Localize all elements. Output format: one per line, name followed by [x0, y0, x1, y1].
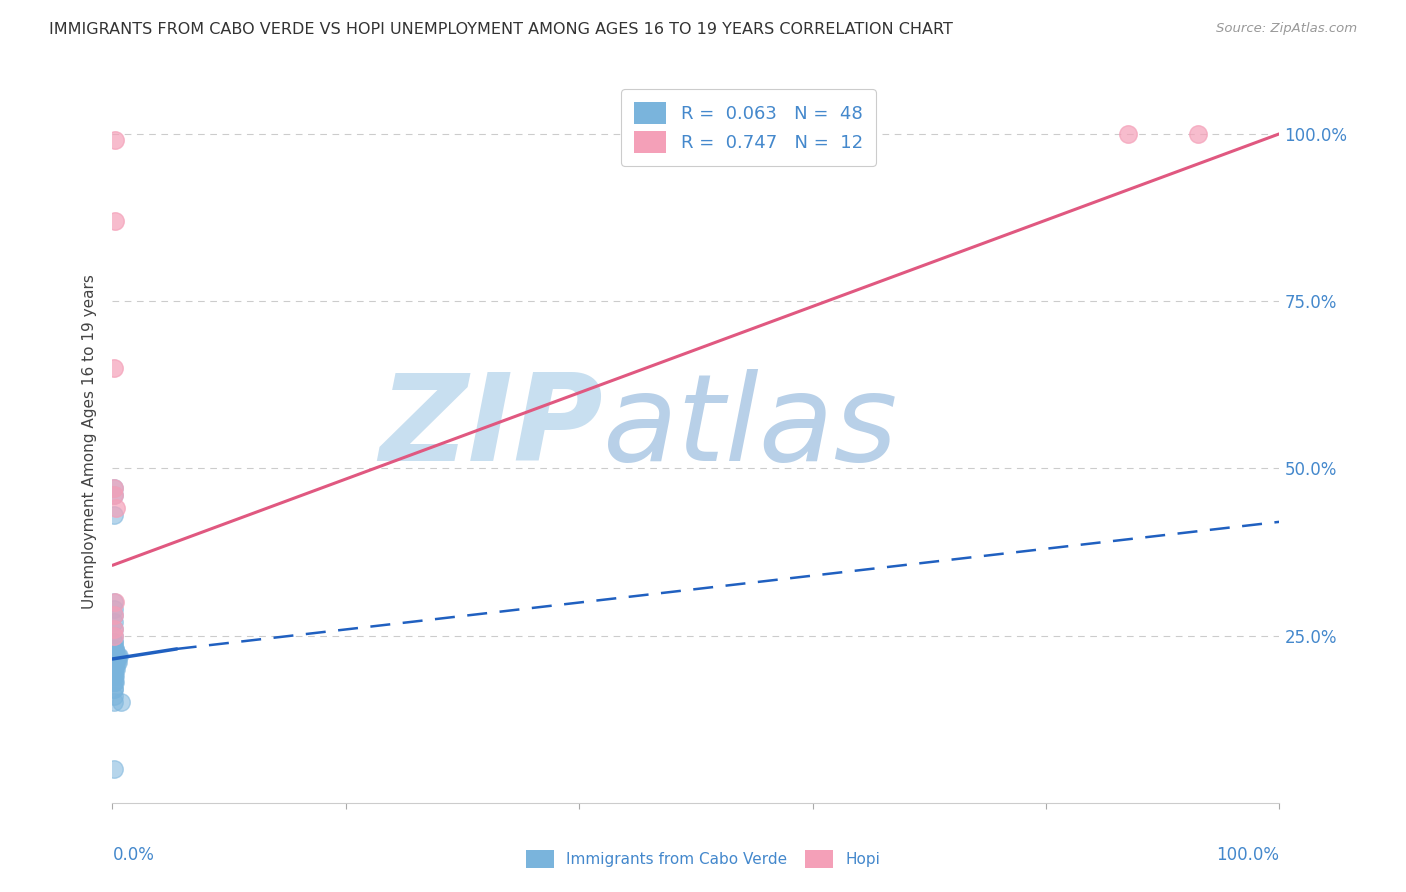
Point	[104, 214, 127, 228]
Point	[103, 608, 125, 623]
Text: 0.0%: 0.0%	[112, 847, 155, 864]
Point	[103, 635, 125, 649]
Y-axis label: Unemployment Among Ages 16 to 19 years: Unemployment Among Ages 16 to 19 years	[82, 274, 97, 609]
Point	[103, 595, 125, 609]
Point	[104, 655, 127, 669]
Legend: Immigrants from Cabo Verde, Hopi: Immigrants from Cabo Verde, Hopi	[520, 844, 886, 873]
Point	[103, 762, 125, 776]
Point	[103, 622, 125, 636]
Point	[104, 675, 127, 690]
Point	[103, 615, 125, 630]
Point	[104, 662, 127, 676]
Point	[110, 696, 132, 710]
Point	[103, 628, 125, 642]
Point	[103, 669, 125, 683]
Point	[103, 675, 125, 690]
Point	[104, 134, 127, 148]
Point	[103, 696, 125, 710]
Point	[103, 648, 125, 663]
Point	[104, 642, 127, 657]
Point	[104, 655, 127, 669]
Point	[103, 669, 125, 683]
Point	[103, 681, 125, 696]
Text: atlas: atlas	[603, 368, 898, 485]
Point	[104, 595, 127, 609]
Point	[103, 648, 125, 663]
Point	[104, 648, 127, 663]
Point	[103, 482, 125, 496]
Point	[1187, 127, 1209, 141]
Point	[103, 655, 125, 669]
Point	[103, 628, 125, 642]
Point	[103, 361, 125, 376]
Point	[103, 681, 125, 696]
Point	[103, 655, 125, 669]
Point	[104, 669, 127, 683]
Text: Source: ZipAtlas.com: Source: ZipAtlas.com	[1216, 22, 1357, 36]
Point	[103, 648, 125, 663]
Point	[103, 488, 125, 502]
Point	[103, 662, 125, 676]
Point	[108, 648, 131, 663]
Point	[103, 622, 125, 636]
Point	[103, 662, 125, 676]
Point	[103, 635, 125, 649]
Point	[103, 642, 125, 657]
Point	[103, 662, 125, 676]
Point	[103, 482, 125, 496]
Legend: R =  0.063   N =  48, R =  0.747   N =  12: R = 0.063 N = 48, R = 0.747 N = 12	[621, 89, 876, 166]
Point	[105, 655, 128, 669]
Point	[104, 662, 127, 676]
Point	[103, 689, 125, 703]
Point	[104, 501, 127, 516]
Point	[103, 675, 125, 690]
Point	[103, 655, 125, 669]
Point	[103, 508, 125, 523]
Point	[103, 648, 125, 663]
Point	[104, 642, 127, 657]
Point	[104, 648, 127, 663]
Text: IMMIGRANTS FROM CABO VERDE VS HOPI UNEMPLOYMENT AMONG AGES 16 TO 19 YEARS CORREL: IMMIGRANTS FROM CABO VERDE VS HOPI UNEMP…	[49, 22, 953, 37]
Point	[107, 648, 129, 663]
Point	[107, 655, 129, 669]
Point	[1116, 127, 1139, 141]
Point	[103, 642, 125, 657]
Point	[103, 602, 125, 616]
Text: 100.0%: 100.0%	[1216, 847, 1279, 864]
Point	[105, 648, 128, 663]
Point	[103, 608, 125, 623]
Text: ZIP: ZIP	[378, 368, 603, 485]
Point	[103, 488, 125, 502]
